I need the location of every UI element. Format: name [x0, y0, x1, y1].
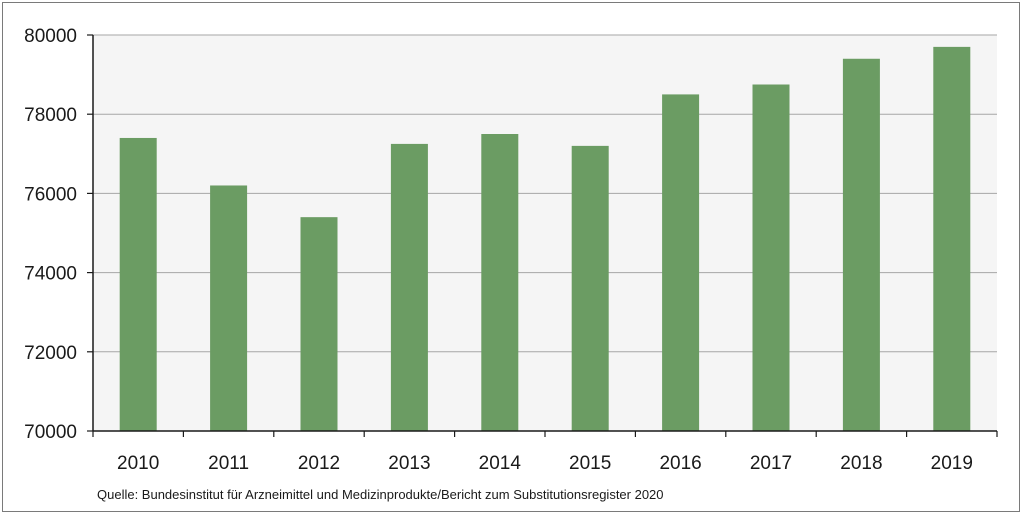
bars	[119, 46, 971, 432]
axes	[87, 34, 998, 437]
bar-2012	[300, 217, 338, 431]
bar-2018	[842, 58, 880, 431]
y-tick-label: 74000	[24, 264, 77, 285]
y-tick-label: 80000	[24, 26, 77, 47]
x-tick-label: 2016	[659, 453, 701, 474]
y-tick-label: 76000	[24, 184, 77, 205]
bar-2014	[481, 134, 519, 431]
bar-2017	[752, 84, 790, 431]
x-tick-label: 2012	[298, 453, 340, 474]
y-tick-label: 70000	[24, 422, 77, 443]
y-tick-label: 72000	[24, 343, 77, 364]
y-axis-ticks: 70000 72000 74000 76000 78000 80000	[24, 26, 77, 443]
bar-2015	[571, 145, 609, 431]
x-tick-label: 2018	[840, 453, 882, 474]
bar-2016	[662, 94, 700, 432]
x-tick-label: 2019	[931, 453, 973, 474]
x-tick-label: 2015	[569, 453, 611, 474]
bar-2013	[390, 143, 428, 431]
x-tick-label: 2014	[479, 453, 522, 474]
bar-2011	[210, 185, 248, 431]
bar-2010	[119, 137, 157, 431]
x-tick-label: 2010	[117, 453, 159, 474]
source-note: Quelle: Bundesinstitut für Arzneimittel …	[97, 487, 664, 502]
x-axis-ticks: 2010 2011 2012 2013 2014 2015 2016 2017 2018 2019	[117, 453, 973, 474]
y-tick-label: 78000	[24, 105, 77, 126]
bar-2019	[933, 46, 971, 431]
x-tick-label: 2011	[208, 453, 249, 474]
x-tick-label: 2017	[750, 453, 792, 474]
x-tick-label: 2013	[388, 453, 430, 474]
